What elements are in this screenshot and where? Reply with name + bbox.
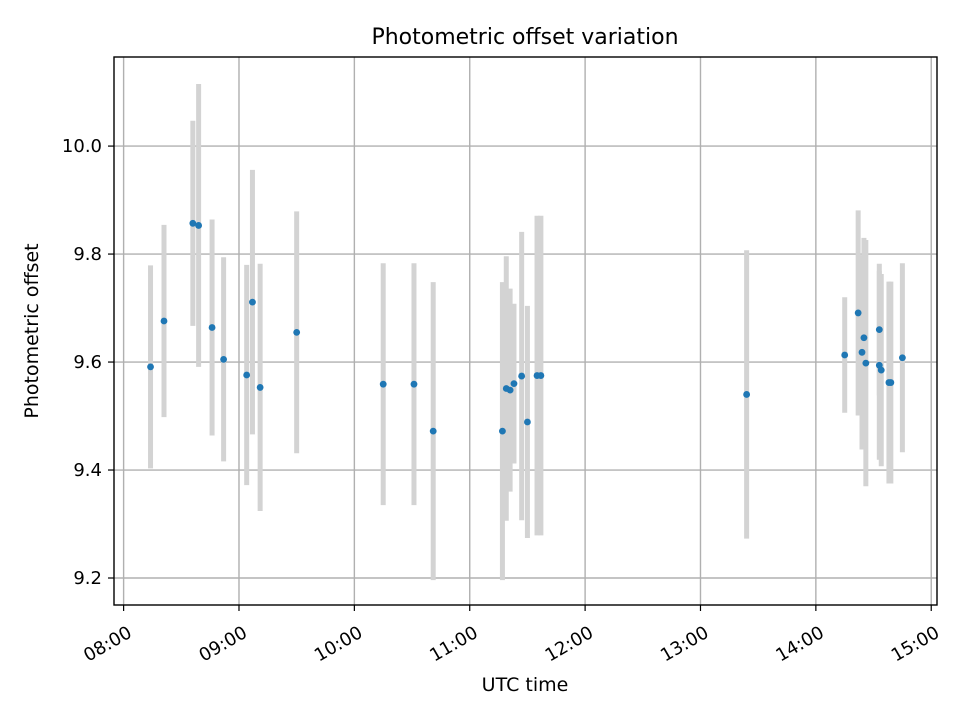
data-point [518,372,526,380]
data-points [147,219,906,435]
chart-title: Photometric offset variation [371,25,678,50]
data-point [189,219,197,227]
data-point [510,380,518,388]
data-point [243,371,251,379]
data-point [858,348,866,356]
data-point [147,363,154,371]
data-point [875,326,883,334]
data-point [862,359,870,367]
data-point [160,317,168,325]
data-point [379,380,387,388]
y-tick-label: 9.2 [73,568,102,589]
data-point [860,334,868,342]
data-point [743,391,751,398]
data-point [208,324,216,331]
y-tick-label: 9.6 [73,352,102,373]
data-point [256,384,264,391]
data-point [898,354,906,362]
data-point [854,309,862,317]
y-tick-label: 9.4 [73,460,102,481]
y-tick-label: 10.0 [62,136,102,157]
data-point [220,355,228,363]
plot-frame [113,56,938,606]
y-tick-label: 9.8 [73,244,102,265]
data-point [499,427,506,435]
data-point [524,418,531,426]
data-point [841,351,849,359]
x-axis-label: UTC time [482,674,569,696]
data-point [249,298,256,306]
y-axis-label: Photometric offset [21,243,43,418]
data-point [195,222,203,229]
data-point [429,427,437,435]
data-point [887,379,895,386]
data-point [410,380,418,388]
data-point [537,372,545,379]
data-point [293,328,301,336]
data-point [877,366,885,374]
data-point [506,386,514,394]
